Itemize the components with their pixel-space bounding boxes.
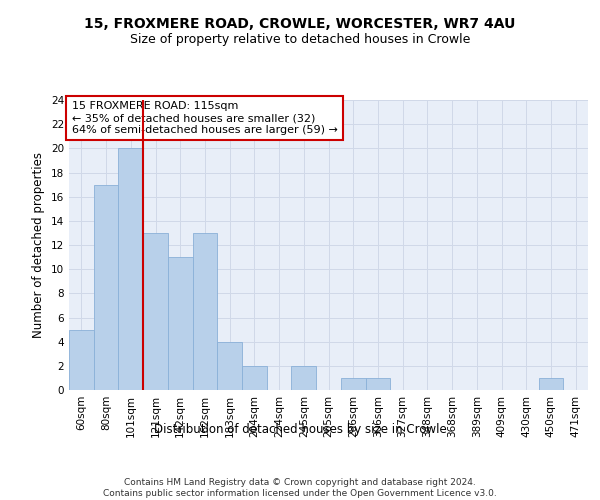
Bar xyxy=(143,233,168,390)
Bar xyxy=(168,257,193,390)
Text: Size of property relative to detached houses in Crowle: Size of property relative to detached ho… xyxy=(130,32,470,46)
Bar xyxy=(539,378,563,390)
Text: Distribution of detached houses by size in Crowle: Distribution of detached houses by size … xyxy=(154,422,446,436)
Text: 15 FROXMERE ROAD: 115sqm
← 35% of detached houses are smaller (32)
64% of semi-d: 15 FROXMERE ROAD: 115sqm ← 35% of detach… xyxy=(71,102,337,134)
Bar xyxy=(118,148,143,390)
Bar xyxy=(193,233,217,390)
Text: Contains HM Land Registry data © Crown copyright and database right 2024.
Contai: Contains HM Land Registry data © Crown c… xyxy=(103,478,497,498)
Bar xyxy=(69,330,94,390)
Text: 15, FROXMERE ROAD, CROWLE, WORCESTER, WR7 4AU: 15, FROXMERE ROAD, CROWLE, WORCESTER, WR… xyxy=(85,18,515,32)
Bar xyxy=(292,366,316,390)
Bar xyxy=(341,378,365,390)
Bar xyxy=(365,378,390,390)
Bar xyxy=(217,342,242,390)
Y-axis label: Number of detached properties: Number of detached properties xyxy=(32,152,46,338)
Bar xyxy=(94,184,118,390)
Bar xyxy=(242,366,267,390)
